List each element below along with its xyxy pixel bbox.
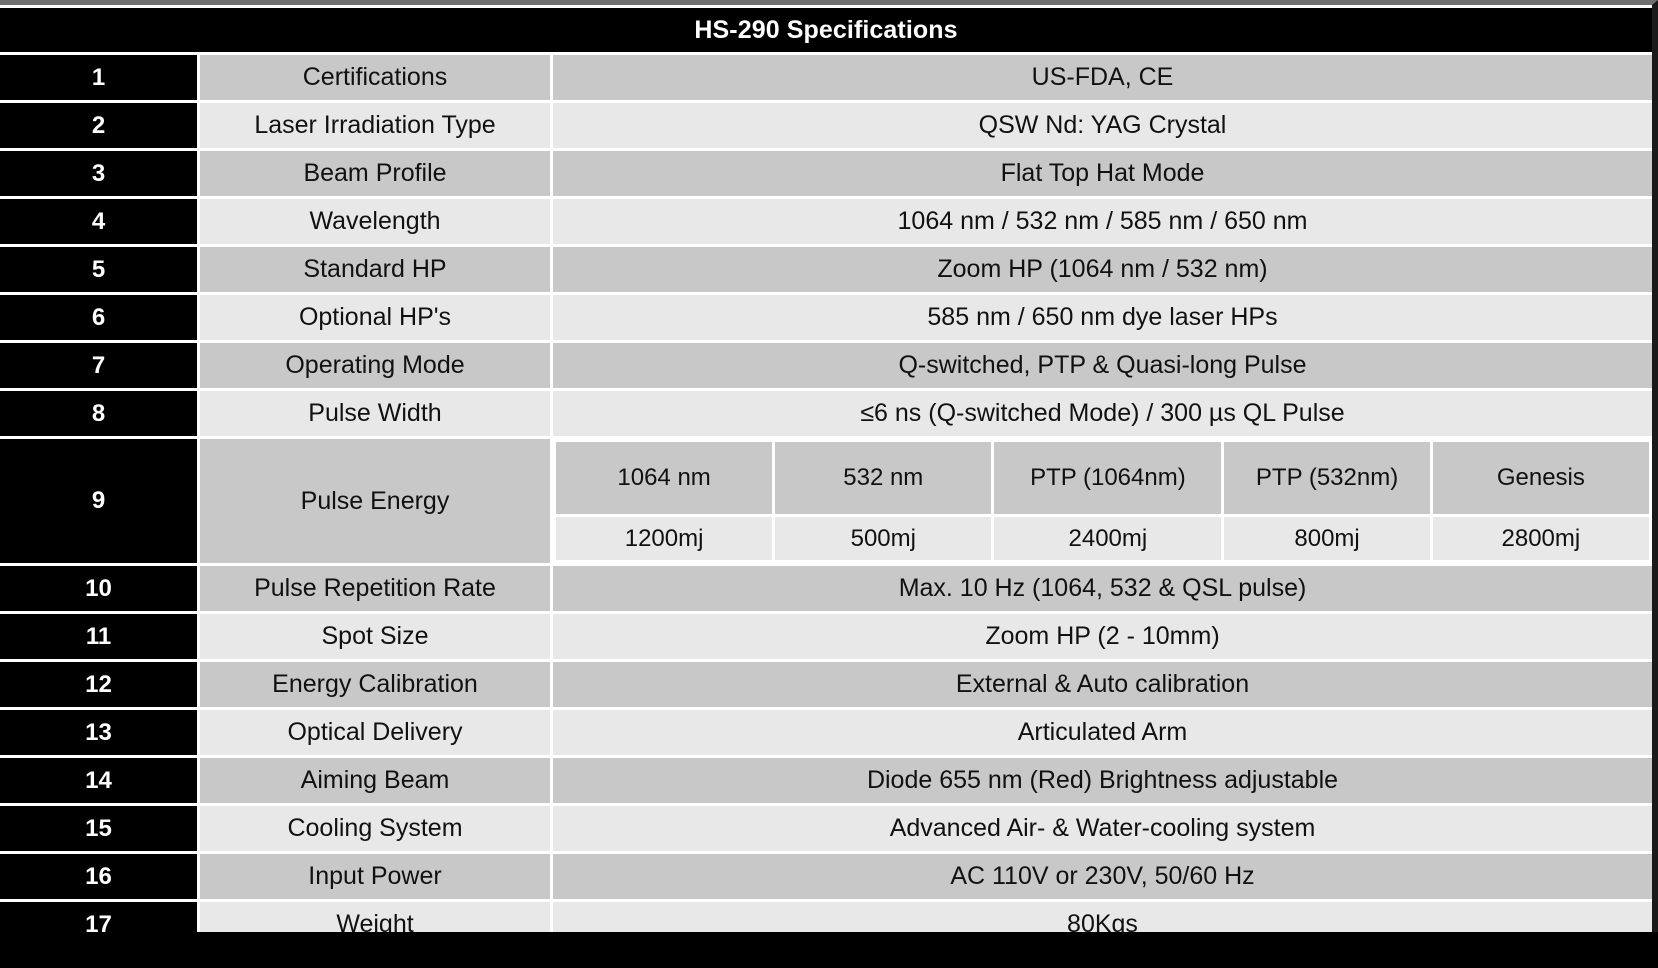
row-value: US-FDA, CE — [553, 55, 1652, 100]
row-label: Standard HP — [200, 247, 553, 292]
pulse-energy-subtable-cell: 1064 nm 532 nm PTP (1064nm) PTP (532nm) … — [553, 439, 1652, 563]
bottom-rule — [0, 932, 1658, 968]
table-row: 8 Pulse Width ≤6 ns (Q-switched Mode) / … — [0, 391, 1652, 436]
table-row: 10 Pulse Repetition Rate Max. 10 Hz (106… — [0, 566, 1652, 611]
pulse-energy-values-row: 1200mj 500mj 2400mj 800mj 2800mj — [556, 517, 1649, 560]
row-value: 585 nm / 650 nm dye laser HPs — [553, 295, 1652, 340]
pulse-energy-header-row: 1064 nm 532 nm PTP (1064nm) PTP (532nm) … — [556, 442, 1649, 514]
row-number: 9 — [0, 439, 200, 563]
row-label: Pulse Energy — [200, 439, 553, 563]
pulse-energy-value: 800mj — [1224, 517, 1430, 560]
page-title: HS-290 Specifications — [0, 8, 1652, 52]
row-label: Operating Mode — [200, 343, 553, 388]
row-number: 3 — [0, 151, 200, 196]
row-label: Pulse Width — [200, 391, 553, 436]
pulse-energy-value: 2400mj — [994, 517, 1222, 560]
row-number: 12 — [0, 662, 200, 707]
table-row-pulse-energy: 9 Pulse Energy 1064 nm 532 nm PTP (1064n… — [0, 439, 1652, 563]
row-value: Zoom HP (1064 nm / 532 nm) — [553, 247, 1652, 292]
row-number: 4 — [0, 199, 200, 244]
row-label: Laser Irradiation Type — [200, 103, 553, 148]
row-number: 5 — [0, 247, 200, 292]
row-number: 15 — [0, 806, 200, 851]
row-number: 6 — [0, 295, 200, 340]
table-row: 16 Input Power AC 110V or 230V, 50/60 Hz — [0, 854, 1652, 899]
table-row: 11 Spot Size Zoom HP (2 - 10mm) — [0, 614, 1652, 659]
row-label: Input Power — [200, 854, 553, 899]
pulse-energy-value: 500mj — [775, 517, 992, 560]
pulse-energy-subtable: 1064 nm 532 nm PTP (1064nm) PTP (532nm) … — [553, 439, 1652, 563]
pulse-energy-value: 1200mj — [556, 517, 773, 560]
row-number: 14 — [0, 758, 200, 803]
row-label: Cooling System — [200, 806, 553, 851]
table-title-row: HS-290 Specifications — [0, 8, 1652, 52]
row-number: 10 — [0, 566, 200, 611]
pulse-energy-header: PTP (532nm) — [1224, 442, 1430, 514]
row-number: 2 — [0, 103, 200, 148]
specifications-table: HS-290 Specifications 1 Certifications U… — [0, 5, 1652, 950]
table-row: 1 Certifications US-FDA, CE — [0, 55, 1652, 100]
pulse-energy-header: Genesis — [1432, 442, 1649, 514]
row-number: 16 — [0, 854, 200, 899]
table-row: 6 Optional HP's 585 nm / 650 nm dye lase… — [0, 295, 1652, 340]
row-label: Optional HP's — [200, 295, 553, 340]
row-label: Beam Profile — [200, 151, 553, 196]
row-value: Advanced Air- & Water-cooling system — [553, 806, 1652, 851]
row-value: Flat Top Hat Mode — [553, 151, 1652, 196]
table-row: 14 Aiming Beam Diode 655 nm (Red) Bright… — [0, 758, 1652, 803]
row-value: Articulated Arm — [553, 710, 1652, 755]
row-label: Pulse Repetition Rate — [200, 566, 553, 611]
row-label: Certifications — [200, 55, 553, 100]
table-row: 3 Beam Profile Flat Top Hat Mode — [0, 151, 1652, 196]
row-value: External & Auto calibration — [553, 662, 1652, 707]
row-number: 13 — [0, 710, 200, 755]
pulse-energy-header: 532 nm — [775, 442, 992, 514]
table-row: 4 Wavelength 1064 nm / 532 nm / 585 nm /… — [0, 199, 1652, 244]
pulse-energy-header: 1064 nm — [556, 442, 773, 514]
row-value: ≤6 ns (Q-switched Mode) / 300 µs QL Puls… — [553, 391, 1652, 436]
row-number: 1 — [0, 55, 200, 100]
row-label: Aiming Beam — [200, 758, 553, 803]
row-label: Optical Delivery — [200, 710, 553, 755]
table-row: 15 Cooling System Advanced Air- & Water-… — [0, 806, 1652, 851]
row-value: AC 110V or 230V, 50/60 Hz — [553, 854, 1652, 899]
row-value: QSW Nd: YAG Crystal — [553, 103, 1652, 148]
table-row: 13 Optical Delivery Articulated Arm — [0, 710, 1652, 755]
specifications-table-body: HS-290 Specifications 1 Certifications U… — [0, 8, 1652, 947]
pulse-energy-header: PTP (1064nm) — [994, 442, 1222, 514]
row-value: 1064 nm / 532 nm / 585 nm / 650 nm — [553, 199, 1652, 244]
row-number: 7 — [0, 343, 200, 388]
row-label: Energy Calibration — [200, 662, 553, 707]
table-row: 7 Operating Mode Q-switched, PTP & Quasi… — [0, 343, 1652, 388]
row-value: Diode 655 nm (Red) Brightness adjustable — [553, 758, 1652, 803]
row-value: Zoom HP (2 - 10mm) — [553, 614, 1652, 659]
table-row: 12 Energy Calibration External & Auto ca… — [0, 662, 1652, 707]
pulse-energy-value: 2800mj — [1432, 517, 1649, 560]
row-label: Wavelength — [200, 199, 553, 244]
row-value: Max. 10 Hz (1064, 532 & QSL pulse) — [553, 566, 1652, 611]
table-row: 5 Standard HP Zoom HP (1064 nm / 532 nm) — [0, 247, 1652, 292]
row-number: 8 — [0, 391, 200, 436]
table-row: 2 Laser Irradiation Type QSW Nd: YAG Cry… — [0, 103, 1652, 148]
row-label: Spot Size — [200, 614, 553, 659]
row-number: 11 — [0, 614, 200, 659]
row-value: Q-switched, PTP & Quasi-long Pulse — [553, 343, 1652, 388]
